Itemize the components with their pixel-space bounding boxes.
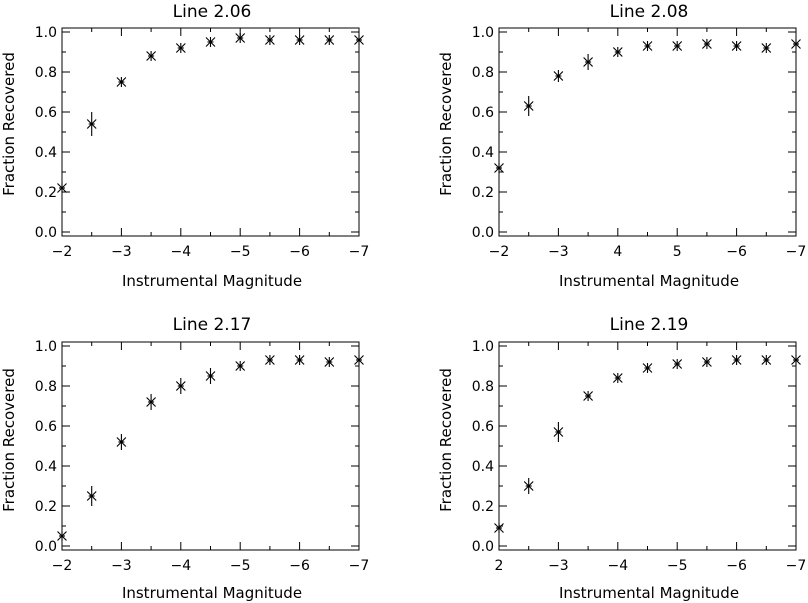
y-tick-label: 0.2 bbox=[35, 185, 57, 201]
x-tick-label: −2 bbox=[52, 244, 73, 260]
y-tick-label: 0.4 bbox=[472, 145, 494, 161]
plot-frame bbox=[498, 341, 797, 551]
panel-line-2-19: Line 2.19 Fraction Recovered Instrumenta… bbox=[437, 315, 806, 602]
y-tick-label: 0.8 bbox=[472, 379, 494, 395]
x-tick-label: −2 bbox=[489, 244, 510, 260]
y-axis-label: Fraction Recovered bbox=[437, 368, 455, 512]
x-tick-label: −3 bbox=[548, 558, 569, 574]
y-tick-label: 1.0 bbox=[472, 25, 494, 41]
y-tick-label: 0.6 bbox=[35, 419, 57, 435]
panel-line-2-06: Line 2.06 Fraction Recovered Instrumenta… bbox=[0, 2, 369, 290]
y-tick-label: 0.6 bbox=[35, 105, 57, 121]
x-tick-label: −6 bbox=[726, 558, 747, 574]
x-tick-label: −2 bbox=[52, 558, 73, 574]
y-tick-label: 0.0 bbox=[472, 539, 494, 555]
y-tick-label: 0.0 bbox=[35, 539, 57, 555]
x-axis-label: Instrumental Magnitude bbox=[559, 272, 739, 290]
x-tick-label: 5 bbox=[673, 244, 682, 260]
y-tick-label: 1.0 bbox=[472, 339, 494, 355]
plot-frame bbox=[61, 27, 360, 237]
x-tick-label: −7 bbox=[349, 558, 370, 574]
x-tick-label: −6 bbox=[289, 558, 310, 574]
y-tick-label: 0.2 bbox=[35, 499, 57, 515]
panel-line-2-17: Line 2.17 Fraction Recovered Instrumenta… bbox=[0, 315, 369, 602]
y-tick-label: 0.6 bbox=[472, 419, 494, 435]
y-axis-label: Fraction Recovered bbox=[0, 52, 18, 196]
x-tick-label: −3 bbox=[548, 244, 569, 260]
x-tick-label: −5 bbox=[230, 558, 251, 574]
x-tick-label: −4 bbox=[170, 244, 191, 260]
y-axis-label: Fraction Recovered bbox=[437, 52, 455, 196]
y-tick-label: 0.0 bbox=[35, 225, 57, 241]
y-tick-label: 0.4 bbox=[35, 459, 57, 475]
x-tick-label: −3 bbox=[111, 244, 132, 260]
y-tick-label: 0.8 bbox=[472, 65, 494, 81]
x-tick-label: −5 bbox=[230, 244, 251, 260]
x-tick-label: −3 bbox=[111, 558, 132, 574]
panel-title: Line 2.19 bbox=[610, 315, 689, 335]
panel-title: Line 2.08 bbox=[610, 2, 689, 22]
panel-line-2-08: Line 2.08 Fraction Recovered Instrumenta… bbox=[437, 2, 806, 290]
x-tick-label: −5 bbox=[667, 558, 688, 574]
y-tick-label: 1.0 bbox=[35, 25, 57, 41]
y-axis-label: Fraction Recovered bbox=[0, 368, 18, 512]
y-tick-label: 0.4 bbox=[35, 145, 57, 161]
y-tick-label: 0.2 bbox=[472, 499, 494, 515]
panel-title: Line 2.17 bbox=[173, 315, 252, 335]
x-tick-label: −7 bbox=[349, 244, 370, 260]
x-tick-label: −7 bbox=[786, 558, 807, 574]
y-tick-label: 0.8 bbox=[35, 65, 57, 81]
x-tick-label: −4 bbox=[607, 558, 628, 574]
x-tick-label: −6 bbox=[726, 244, 747, 260]
y-tick-label: 0.8 bbox=[35, 379, 57, 395]
y-tick-label: 0.4 bbox=[472, 459, 494, 475]
x-axis-label: Instrumental Magnitude bbox=[122, 584, 302, 602]
plot-frame bbox=[498, 27, 797, 237]
x-tick-label: 4 bbox=[613, 244, 622, 260]
x-axis-label: Instrumental Magnitude bbox=[559, 584, 739, 602]
panel-title: Line 2.06 bbox=[173, 2, 252, 22]
y-tick-label: 1.0 bbox=[35, 339, 57, 355]
y-tick-label: 0.2 bbox=[472, 185, 494, 201]
x-tick-label: −7 bbox=[786, 244, 807, 260]
x-tick-label: −6 bbox=[289, 244, 310, 260]
x-tick-label: −4 bbox=[170, 558, 191, 574]
x-tick-label: 2 bbox=[495, 558, 504, 574]
x-axis-label: Instrumental Magnitude bbox=[122, 272, 302, 290]
y-tick-label: 0.6 bbox=[472, 105, 494, 121]
y-tick-label: 0.0 bbox=[472, 225, 494, 241]
